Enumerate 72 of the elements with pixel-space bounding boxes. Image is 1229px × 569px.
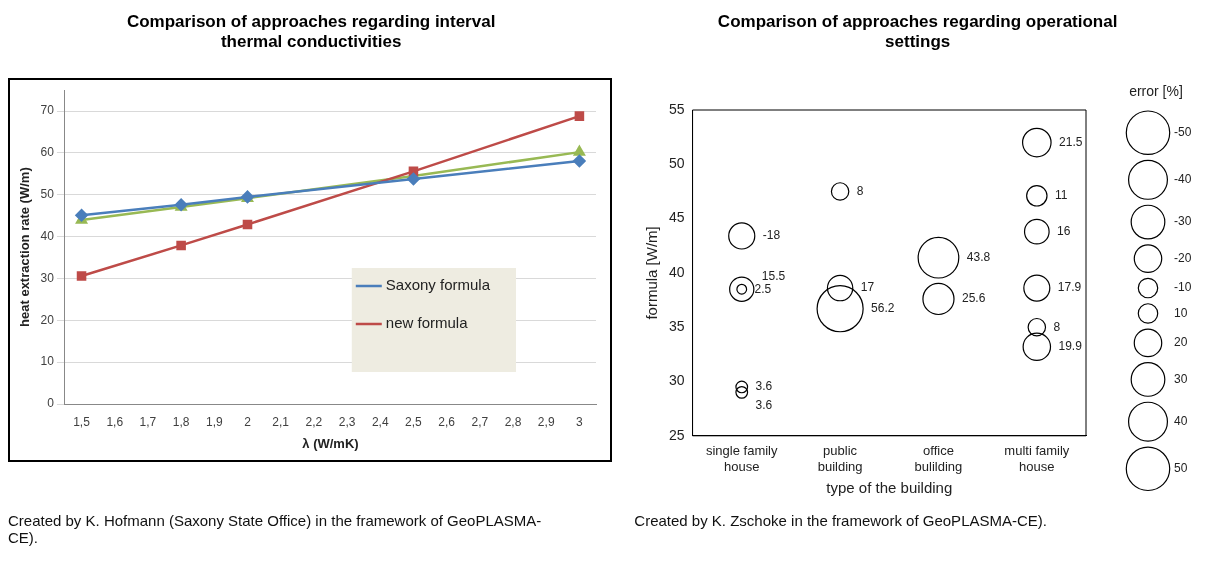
annotation: 8	[1053, 319, 1061, 334]
y-tick-label: 0	[47, 396, 55, 411]
annotation: 43.8	[967, 250, 991, 265]
x-tick-label: 1,9	[205, 414, 223, 429]
annotation: 21.5	[1059, 134, 1084, 149]
x-tick-label: 1,6	[106, 414, 124, 429]
x-tick-label: 1,8	[172, 414, 190, 429]
annotation: 56.2	[871, 301, 896, 316]
y-tick-label: 20	[40, 312, 55, 327]
y-tick-label: 25	[669, 426, 686, 443]
x-tick-label: 3	[576, 414, 584, 429]
x-tick-label: 2	[244, 414, 252, 429]
annotation: 16	[1057, 223, 1072, 238]
legend-label: 40	[1174, 413, 1188, 428]
x-tick-label: multi family house	[1004, 443, 1071, 474]
y-axis-title: formula [W/m]	[643, 226, 661, 320]
y-tick-label: 50	[40, 187, 55, 202]
x-tick-label: 1,7	[139, 414, 157, 429]
y-tick-label: 40	[669, 263, 686, 280]
text: Created by K. Zschoke in the framework of GeoPLASMA-CE).	[634, 512, 1048, 529]
annotation: 2.5	[754, 281, 772, 296]
annotation: 3.6	[755, 397, 773, 412]
y-axis-title: heat extraction rate (W/m)	[17, 167, 33, 327]
y-tick-label: 50	[669, 155, 686, 172]
y-tick-label: 55	[669, 100, 686, 117]
x-tick-label: 2,4	[371, 414, 389, 429]
legend-label: -20	[1174, 250, 1192, 265]
x-tick-label: 2,9	[537, 414, 555, 429]
y-tick-label: 10	[40, 354, 55, 369]
annotation: 11	[1055, 188, 1069, 203]
x-tick-label: 2,7	[471, 414, 489, 429]
annotation: 17.9	[1058, 280, 1082, 295]
x-axis-title: type of the building	[826, 479, 953, 497]
y-tick-label: 60	[40, 145, 55, 160]
x-tick-label: 1,5	[73, 414, 91, 429]
y-tick-label: 40	[40, 228, 55, 243]
legend-title: error [%]	[1129, 82, 1184, 99]
x-tick-label: 2,3	[338, 414, 356, 429]
annotation: 8	[857, 183, 865, 198]
legend-label: 50	[1174, 461, 1188, 476]
y-tick-label: 30	[40, 270, 55, 285]
legend-label: -10	[1174, 280, 1192, 295]
chart-title: Comparison of approaches regarding operational settings	[716, 11, 1119, 53]
x-axis-title: λ (W/mK)	[302, 435, 359, 451]
y-tick-label: 35	[669, 318, 686, 335]
legend-label: 30	[1174, 371, 1188, 386]
legend-label: new formula	[385, 314, 469, 332]
annotation: 25.6	[962, 291, 986, 306]
annotation: 3.6	[755, 379, 773, 394]
legend-label: -30	[1174, 214, 1192, 229]
x-tick-label: public building	[818, 443, 863, 474]
y-tick-label: 45	[669, 209, 686, 226]
x-tick-label: 2,5	[405, 414, 423, 429]
chart-title: Comparison of approaches regarding interval thermal conductivities	[125, 11, 497, 53]
x-tick-label: 2,2	[305, 414, 323, 429]
legend-label: -40	[1174, 172, 1192, 187]
annotation: -18	[763, 228, 781, 243]
legend-label: 20	[1174, 335, 1188, 350]
y-tick-label: 70	[40, 103, 55, 118]
text: Created by K. Hofmann (Saxony State Office) in the framework of GeoPLASMA-CE).	[8, 512, 543, 546]
x-tick-label: office bulilding	[914, 443, 963, 474]
x-tick-label: single family house	[706, 443, 779, 474]
legend-label: Saxony formula	[385, 276, 491, 294]
annotation: 19.9	[1058, 339, 1083, 354]
x-tick-label: 2,6	[438, 414, 456, 429]
legend-label: -50	[1174, 125, 1192, 140]
annotation: 17	[861, 280, 875, 295]
y-tick-label: 30	[669, 372, 686, 389]
x-tick-label: 2,1	[272, 414, 290, 429]
x-tick-label: 2,8	[504, 414, 522, 429]
legend-label: 10	[1174, 305, 1188, 320]
annotation: 15.5	[762, 268, 786, 283]
